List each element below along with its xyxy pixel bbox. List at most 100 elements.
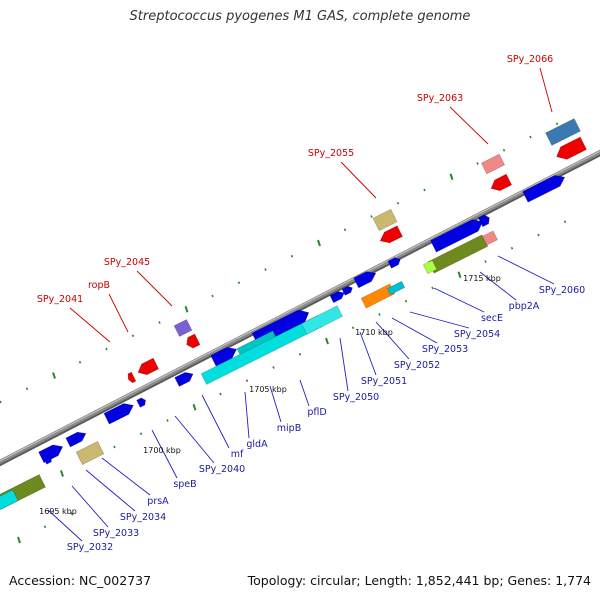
gene-purple-shape xyxy=(173,319,193,337)
tick-mark xyxy=(290,254,294,258)
gene-forward-blue xyxy=(387,257,401,269)
gene-blue-tiny xyxy=(477,214,490,228)
gene-forward-blue-shape xyxy=(38,444,64,464)
gene-forward-blue xyxy=(210,347,238,367)
label-leader xyxy=(101,457,151,496)
tick-mark xyxy=(0,400,2,404)
label-leader xyxy=(359,331,377,376)
gene-steel-shape xyxy=(545,118,581,146)
tick-mark xyxy=(343,228,347,232)
tick-mark xyxy=(52,372,56,379)
gene-label-forward: SPy_2053 xyxy=(422,344,468,355)
label-leader xyxy=(174,415,215,464)
gene-orange xyxy=(360,283,396,309)
tick-mark xyxy=(245,379,249,383)
gene-label-forward: SPy_2050 xyxy=(333,392,379,403)
gene-features xyxy=(0,118,587,515)
gene-reverse-red-small xyxy=(127,371,137,384)
gene-blue-small xyxy=(41,452,52,465)
label-leader xyxy=(375,321,410,360)
scale-label: 1695 kbp xyxy=(39,507,77,516)
tick-mark xyxy=(325,337,329,345)
gene-label-reverse: SPy_2045 xyxy=(104,257,150,268)
gene-forward-blue xyxy=(430,219,484,253)
label-leader xyxy=(479,271,517,301)
label-leader xyxy=(85,469,136,512)
tick-mark xyxy=(370,215,373,218)
gene-forward-blue-shape xyxy=(430,219,484,253)
label-leader xyxy=(69,307,111,343)
gene-forward-blue-shape xyxy=(353,271,377,289)
gene-forward-blue-shape xyxy=(174,372,194,387)
gene-forward-blue-shape xyxy=(65,431,87,448)
label-leader xyxy=(539,67,553,113)
tick-mark xyxy=(78,360,82,364)
gene-blue-tiny-shape xyxy=(477,214,490,228)
gene-khaki-left-shape xyxy=(75,440,105,466)
tick-mark xyxy=(43,525,47,529)
gene-label-forward: secE xyxy=(481,313,503,324)
tick-mark xyxy=(237,281,241,285)
gene-steel xyxy=(545,118,581,146)
gene-reverse-red-small-shape xyxy=(127,371,137,384)
tick-mark xyxy=(555,122,559,126)
gene-forward-blue xyxy=(353,271,377,289)
gene-lightgreen-shape xyxy=(422,259,438,275)
gene-reverse-red xyxy=(186,333,201,349)
gene-forward-blue-shape xyxy=(103,403,134,425)
gene-blue-tiny-shape xyxy=(136,397,146,408)
gene-cyan-short xyxy=(301,305,343,335)
label-leader xyxy=(340,161,377,199)
gene-reverse-red xyxy=(490,173,513,192)
tick-mark xyxy=(298,352,302,356)
gene-khaki-left xyxy=(75,440,105,466)
gene-pink-shape xyxy=(480,153,506,175)
tick-mark xyxy=(351,326,355,330)
gene-label-reverse: SPy_2063 xyxy=(417,93,463,104)
tick-mark xyxy=(131,334,135,338)
gene-label-forward: SPy_2032 xyxy=(67,542,113,553)
tick-mark xyxy=(158,321,161,324)
label-leader xyxy=(391,317,438,344)
label-leader xyxy=(108,293,129,333)
backbone-line xyxy=(0,149,600,465)
map-title: Streptococcus pyogenes M1 GAS, complete … xyxy=(129,9,471,24)
gene-pink-small xyxy=(481,230,499,246)
label-leader xyxy=(47,509,83,542)
label-leaders xyxy=(47,67,555,542)
gene-label-forward: SPy_2051 xyxy=(361,376,407,387)
gene-reverse-red xyxy=(379,225,403,244)
gene-label-reverse: ropB xyxy=(88,280,110,291)
gene-forward-blue-shape xyxy=(387,257,401,269)
tick-mark xyxy=(192,403,197,411)
gene-label-forward: SPy_2040 xyxy=(199,464,245,475)
tick-mark xyxy=(396,201,400,205)
tick-mark xyxy=(431,286,434,290)
tick-mark xyxy=(272,366,275,369)
tick-mark xyxy=(476,162,479,165)
gene-pink-small-shape xyxy=(481,230,499,246)
tick-mark xyxy=(510,246,514,250)
scale-label: 1715 kbp xyxy=(463,274,501,283)
gene-reverse-red-shape xyxy=(379,225,403,244)
tick-mark xyxy=(502,148,506,152)
tick-mark xyxy=(457,271,462,279)
tick-mark xyxy=(60,470,64,477)
genome-stats: Topology: circular; Length: 1,852,441 bp… xyxy=(247,573,591,588)
tick-mark xyxy=(404,299,408,303)
gene-label-forward: SPy_2060 xyxy=(539,285,585,296)
gene-forward-blue xyxy=(174,372,194,387)
tick-mark xyxy=(423,188,426,192)
gene-pink xyxy=(480,153,506,175)
tick-mark xyxy=(139,432,143,436)
gene-cyan-short-shape xyxy=(301,305,343,335)
tick-mark xyxy=(449,173,454,181)
tick-mark xyxy=(264,268,267,271)
label-leader xyxy=(449,106,489,145)
gene-label-reverse: SPy_2041 xyxy=(37,294,83,305)
gene-label-forward: SPy_2033 xyxy=(93,528,139,539)
scale-label: 1705 kbp xyxy=(249,385,287,394)
tick-mark xyxy=(219,392,222,396)
gene-label-forward: pbp2A xyxy=(509,301,540,312)
